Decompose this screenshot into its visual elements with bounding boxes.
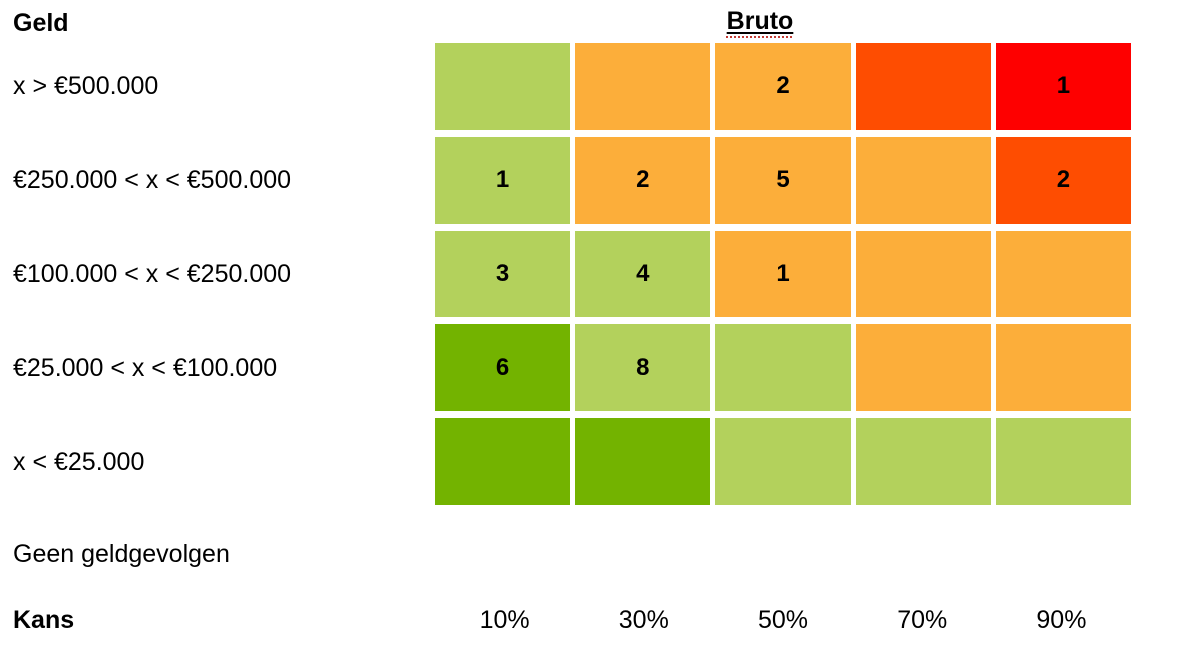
row-label-100k-250k: €100.000 < x < €250.000: [13, 260, 292, 288]
heatmap-cell-r2-c4: [995, 230, 1131, 318]
row-label-250k-500k: €250.000 < x < €500.000: [13, 166, 292, 194]
x-tick-label-2: 50%: [757, 606, 809, 634]
heatmap-cell-r0-c2: 2: [715, 43, 851, 130]
heatmap-cell-r3-c4: [995, 324, 1131, 412]
heatmap-cell-r0-c4: 1: [995, 43, 1131, 130]
heatmap-cell-r1-c2: 5: [715, 136, 851, 224]
heatmap-cell-r4-c2: [715, 418, 851, 505]
row-label-gt-500k: x > €500.000: [13, 72, 159, 100]
heatmap-cell-r3-c1: 8: [575, 324, 711, 412]
chart-title: Bruto: [726, 7, 794, 35]
heatmap-cell-r2-c3: [855, 230, 991, 318]
heatmap-cell-r0-c1: [575, 43, 711, 130]
no-consequence-label: Geen geldgevolgen: [13, 540, 230, 568]
heatmap-cell-r1-c1: 2: [575, 136, 711, 224]
heatmap-cell-r4-c0: [435, 418, 571, 505]
heatmap-cell-r3-c2: [715, 324, 851, 412]
x-tick-label-1: 30%: [618, 606, 669, 634]
spellcheck-squiggle: Bruto: [727, 7, 794, 35]
y-axis-title: Geld: [13, 9, 69, 37]
heatmap-cell-r4-c4: [995, 418, 1131, 505]
heatmap-cell-r0-c0: [435, 43, 571, 130]
heatmap-cell-r4-c1: [575, 418, 711, 505]
row-label-lt-25k: x < €25.000: [13, 448, 145, 476]
x-tick-label-0: 10%: [479, 606, 530, 634]
heatmap-cell-r0-c3: [855, 43, 991, 130]
heatmap-cell-r3-c0: 6: [435, 324, 571, 412]
heatmap-cell-r1-c3: [855, 136, 991, 224]
x-tick-label-3: 70%: [897, 606, 948, 634]
heatmap-cell-r1-c4: 2: [995, 136, 1131, 224]
heatmap-cell-r3-c3: [855, 324, 991, 412]
x-axis-ticks: 10% 30% 50% 70% 90%: [435, 605, 1131, 635]
x-tick-label-4: 90%: [1036, 606, 1087, 634]
heatmap-cell-r2-c0: 3: [435, 230, 571, 318]
heatmap-cell-r1-c0: 1: [435, 136, 571, 224]
heatmap-cell-r4-c3: [855, 418, 991, 505]
chart-title-area: Bruto: [435, 6, 1085, 36]
heatmap-cell-r2-c2: 1: [715, 230, 851, 318]
heatmap-cell-r2-c1: 4: [575, 230, 711, 318]
x-axis-title: Kans: [13, 606, 75, 634]
row-label-25k-100k: €25.000 < x < €100.000: [13, 354, 278, 382]
